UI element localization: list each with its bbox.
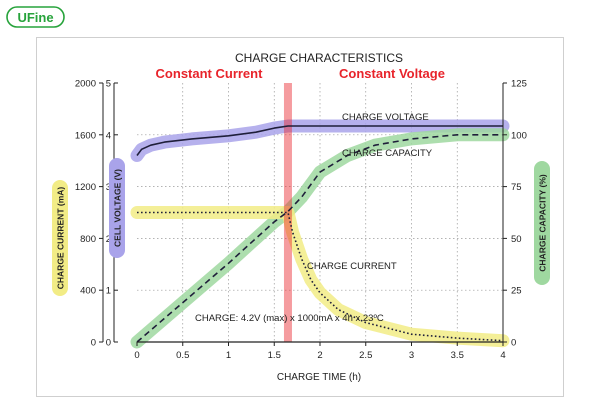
phase-label-constant-current: Constant Current [156,66,264,81]
current-tick-label: 800 [80,234,96,245]
capacity-tick-label: 125 [511,79,527,90]
current-tick-label: 1600 [75,130,96,141]
voltage-axis-label: CELL VOLTAGE (V) [113,169,123,247]
x-axis-label: CHARGE TIME (h) [277,372,361,383]
current-tick-label: 1200 [75,182,96,193]
voltage-axis-badge [109,158,125,258]
x-tick-label: 2 [317,350,322,361]
current-tick-label: 2000 [75,79,96,90]
chart-title: CHARGE CHARACTERISTICS [235,51,403,65]
phase-label-constant-voltage: Constant Voltage [339,66,445,81]
x-tick-label: 0.5 [176,350,189,361]
x-tick-label: 1.5 [268,350,281,361]
x-tick-label: 3.5 [451,350,464,361]
voltage-tick-label: 2 [106,234,111,245]
logo-outline [6,6,65,28]
x-tick-label: 4 [500,350,505,361]
x-tick-label: 3 [409,350,414,361]
current-axis-badge [52,180,68,296]
charge-capacity-band [130,128,510,349]
voltage-axis-label-group: CELL VOLTAGE (V) [109,158,125,258]
capacity-tick-label: 50 [511,234,522,245]
current-tick-label: 0 [91,338,96,349]
capacity-axis-badge [534,161,550,285]
series-label-charge-capacity: CHARGE CAPACITY [342,148,433,159]
series-label-charge-voltage: CHARGE VOLTAGE [342,112,429,123]
capacity-axis-label-group: CHARGE CAPACITY (%) [534,161,550,285]
x-tick-label: 1 [226,350,231,361]
charge-characteristics-chart: 0 0.5 1 1.5 2 2.5 3 3.5 401234504008001200160020… [52,51,550,383]
charge-voltage-line [136,125,503,156]
x-tick-label: 2.5 [359,350,372,361]
capacity-tick-label: 25 [511,286,522,297]
capacity-tick-label: 0 [511,338,516,349]
capacity-tick-label: 100 [511,130,527,141]
capacity-axis-label: CHARGE CAPACITY (%) [538,174,548,272]
logo-text: UFine [17,10,53,25]
charge-current-line [137,211,504,342]
ufine-logo: UFine [6,4,66,35]
tick-labels: 0 0.5 1 1.5 2 2.5 3 3.5 401234504008001200160020… [75,79,527,362]
current-axis-label: CHARGE CURRENT (mA) [56,187,66,290]
series-bands [130,119,510,349]
voltage-tick-label: 1 [106,286,111,297]
voltage-tick-label: 0 [106,338,111,349]
capacity-tick-label: 75 [511,182,522,193]
series-label-charge-current: CHARGE CURRENT [307,261,397,272]
chart-frame: 0 0.5 1 1.5 2 2.5 3 3.5 4 0 1 2 3 4 5 0 400 800 1200 1600 20… [36,37,564,397]
series-lines [136,125,504,343]
voltage-tick-label: 4 [106,130,111,141]
voltage-tick-label: 5 [106,79,111,90]
x-tick-label: 0 [134,350,139,361]
charge-capacity-line [136,134,503,343]
current-axis-label-group: CHARGE CURRENT (mA) [52,180,68,296]
logo-mark: UFine [6,6,65,28]
charge-spec-annotation: CHARGE: 4.2V (max) x 1000mA x 4h x 23ºC [195,313,384,324]
voltage-tick-label: 3 [106,182,111,193]
phase-divider-band [283,83,292,342]
current-tick-label: 400 [80,286,96,297]
